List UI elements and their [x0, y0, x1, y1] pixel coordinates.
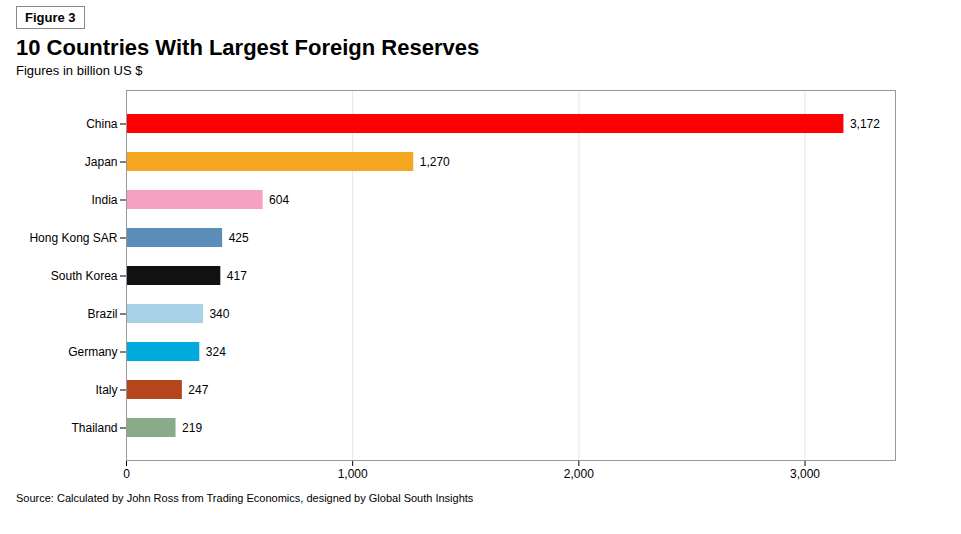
svg-text:1,000: 1,000 [338, 467, 368, 481]
svg-text:219: 219 [182, 421, 202, 435]
svg-text:Hong Kong SAR: Hong Kong SAR [29, 231, 117, 245]
html-text:Figure 3: Figure 3 [25, 10, 76, 25]
svg-text:1,270: 1,270 [420, 155, 450, 169]
svg-text:417: 417 [227, 269, 247, 283]
svg-text:South Korea: South Korea [51, 269, 118, 283]
svg-text:3,000: 3,000 [790, 467, 820, 481]
svg-text:Brazil: Brazil [87, 307, 117, 321]
svg-text:247: 247 [188, 383, 208, 397]
svg-text:604: 604 [269, 193, 289, 207]
html-text:Figures in billion US $: Figures in billion US $ [16, 63, 143, 78]
html-text:10 Countries With Largest Fore: 10 Countries With Largest Foreign Reserv… [16, 35, 480, 60]
svg-text:Japan: Japan [85, 155, 118, 169]
svg-text:Thailand: Thailand [71, 421, 117, 435]
svg-text:3,172: 3,172 [850, 117, 880, 131]
svg-text:324: 324 [206, 345, 226, 359]
svg-text:0: 0 [123, 467, 130, 481]
html-text:Source: Calculated by John Ros: Source: Calculated by John Ross from Tra… [16, 492, 474, 504]
svg-text:Italy: Italy [95, 383, 117, 397]
svg-text:India: India [91, 193, 117, 207]
svg-text:Germany: Germany [68, 345, 117, 359]
svg-text:2,000: 2,000 [564, 467, 594, 481]
svg-text:340: 340 [209, 307, 229, 321]
svg-text:China: China [86, 117, 118, 131]
svg-text:425: 425 [229, 231, 249, 245]
